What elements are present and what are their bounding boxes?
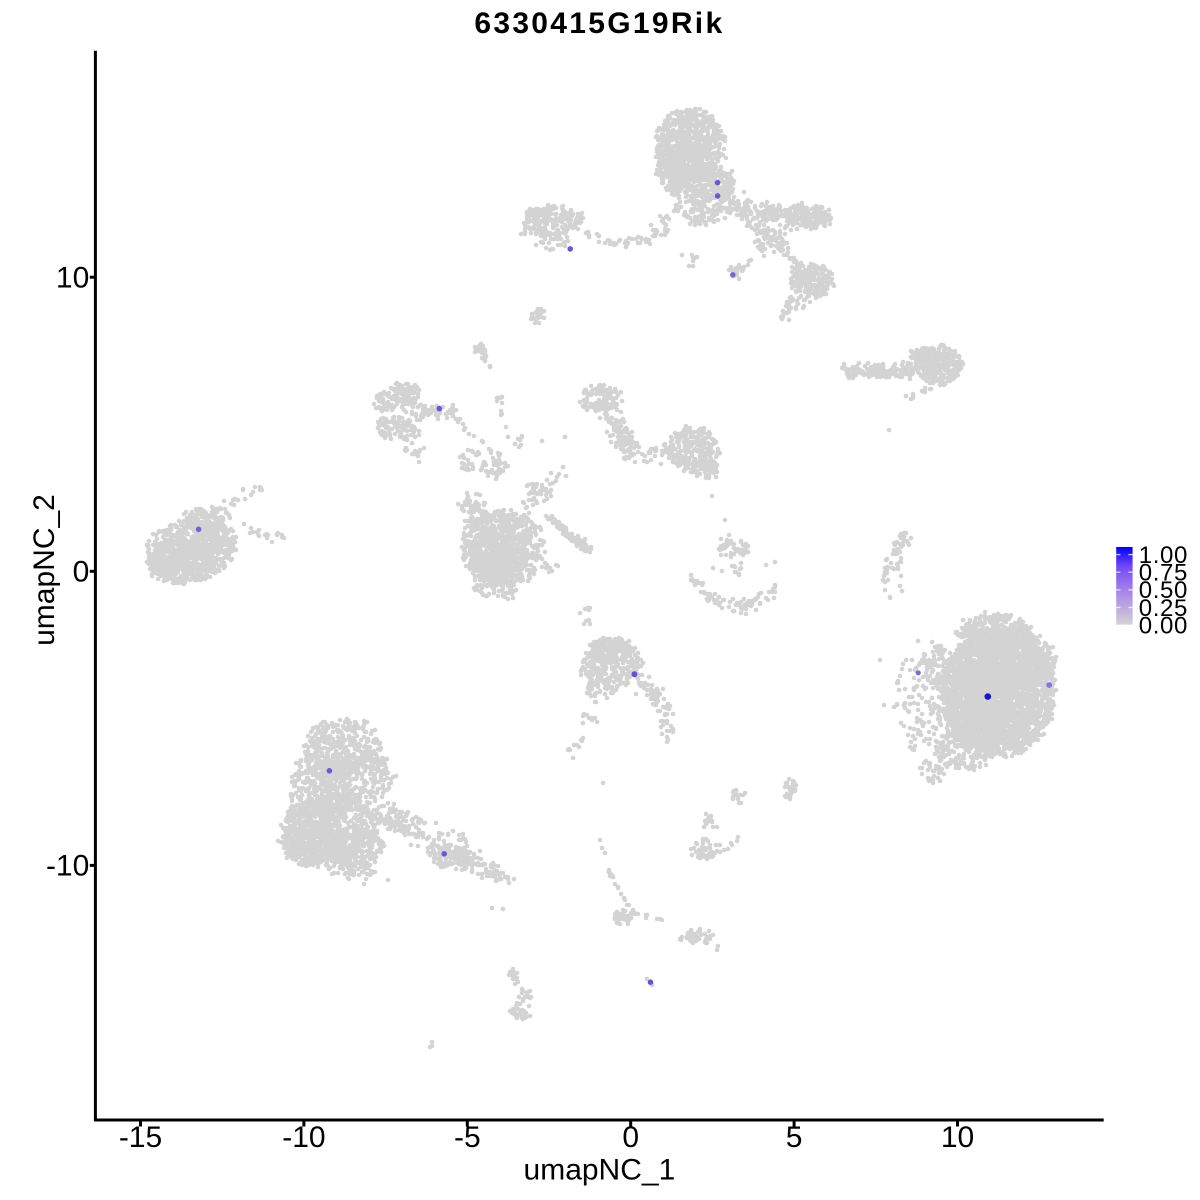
svg-text:0.00: 0.00: [1139, 612, 1188, 639]
svg-text:umapNC_2: umapNC_2: [28, 494, 61, 646]
svg-text:0: 0: [622, 1121, 639, 1154]
svg-text:-10: -10: [282, 1121, 325, 1154]
svg-text:1.00: 1.00: [1139, 542, 1188, 569]
svg-text:0.25: 0.25: [1139, 595, 1188, 622]
svg-text:-15: -15: [119, 1121, 162, 1154]
svg-text:umapNC_1: umapNC_1: [524, 1154, 676, 1187]
svg-text:10: 10: [56, 262, 89, 295]
svg-text:0.50: 0.50: [1139, 577, 1188, 604]
svg-text:-10: -10: [46, 850, 89, 883]
svg-text:0.75: 0.75: [1139, 560, 1188, 587]
svg-text:5: 5: [786, 1121, 803, 1154]
svg-text:-5: -5: [454, 1121, 481, 1154]
svg-text:10: 10: [941, 1121, 974, 1154]
svg-text:0: 0: [73, 556, 90, 589]
svg-text:6330415G19Rik: 6330415G19Rik: [474, 7, 724, 40]
